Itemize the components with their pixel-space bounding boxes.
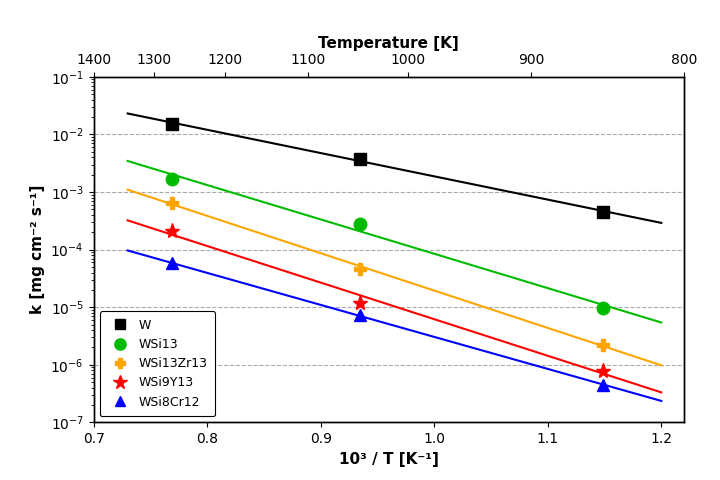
Line: WSi9Y13: WSi9Y13	[164, 223, 611, 378]
Line: WSi13: WSi13	[166, 172, 610, 314]
Y-axis label: k [mg cm⁻² s⁻¹]: k [mg cm⁻² s⁻¹]	[30, 185, 45, 314]
WSi13Zr13	[168, 200, 176, 206]
WSi13	[599, 305, 608, 311]
X-axis label: Temperature [K]: Temperature [K]	[318, 36, 459, 50]
WSi8Cr12	[356, 312, 365, 318]
WSi9Y13	[599, 368, 608, 373]
WSi8Cr12	[168, 261, 176, 266]
W	[168, 121, 176, 127]
WSi8Cr12	[599, 382, 608, 388]
W	[356, 156, 365, 161]
WSi13	[356, 221, 365, 227]
WSi9Y13	[168, 228, 176, 233]
WSi13Zr13	[356, 266, 365, 272]
W	[599, 209, 608, 215]
WSi13	[168, 176, 176, 181]
WSi13Zr13	[599, 342, 608, 348]
WSi9Y13	[356, 300, 365, 305]
Line: W: W	[166, 119, 609, 218]
Line: WSi13Zr13: WSi13Zr13	[166, 197, 609, 351]
Line: WSi8Cr12: WSi8Cr12	[166, 258, 609, 391]
Legend: W, WSi13, WSi13Zr13, WSi9Y13, WSi8Cr12: W, WSi13, WSi13Zr13, WSi9Y13, WSi8Cr12	[100, 311, 215, 416]
X-axis label: 10³ / T [K⁻¹]: 10³ / T [K⁻¹]	[339, 452, 438, 467]
